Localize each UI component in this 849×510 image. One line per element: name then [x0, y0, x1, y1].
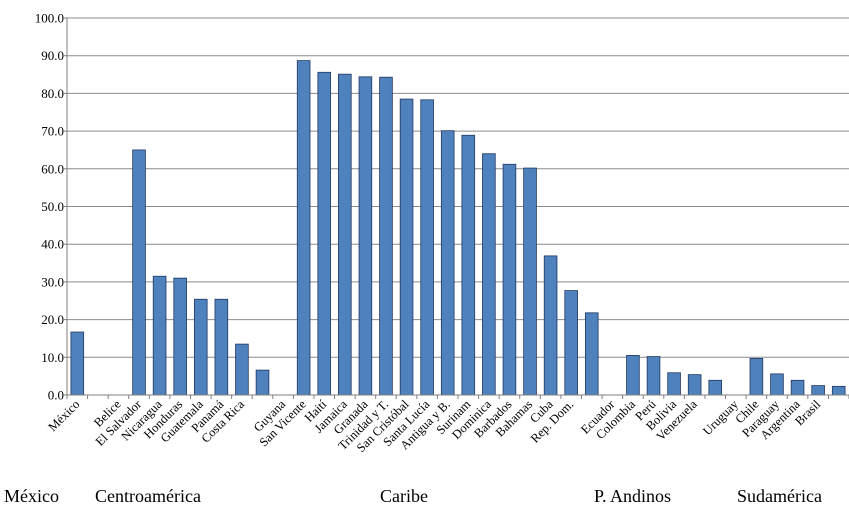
bar [770, 373, 784, 396]
bar [523, 167, 537, 396]
bar [296, 60, 311, 396]
bar [584, 312, 599, 396]
bar [235, 343, 249, 396]
bar [152, 275, 167, 396]
bar [440, 130, 455, 396]
group-label-sudamerica: Sudamérica [737, 486, 822, 506]
bar [317, 71, 332, 396]
bar [626, 355, 640, 396]
bar [399, 98, 414, 396]
bar [358, 76, 373, 396]
y-tick-label: 20.0 [41, 312, 64, 327]
axes [63, 17, 849, 399]
y-tick-label: 40.0 [41, 237, 64, 252]
y-tick-label: 90.0 [41, 48, 64, 63]
bar [420, 99, 434, 396]
bar [687, 374, 702, 396]
bars [70, 60, 846, 396]
group-label-centroamerica: Centroamérica [95, 486, 201, 506]
bar [708, 379, 723, 396]
y-tick-label: 100.0 [35, 11, 64, 26]
bar [831, 385, 846, 396]
bar [790, 379, 805, 396]
bar [193, 298, 208, 396]
y-tick-label: 0.0 [48, 388, 64, 403]
bar [132, 149, 146, 396]
y-axis-tick-labels: 0.0 10.0 20.0 30.0 40.0 50.0 60.0 70.0 80.0 90.0 1… [35, 11, 64, 403]
bar [646, 356, 661, 396]
bar [482, 153, 496, 396]
bar [543, 255, 558, 396]
bar [70, 331, 85, 396]
bar [811, 385, 825, 396]
bar [502, 163, 517, 396]
bar [667, 372, 681, 396]
group-label-p-andinos: P. Andinos [594, 486, 672, 506]
bar [379, 76, 393, 396]
y-tick-label: 50.0 [41, 199, 64, 214]
group-label-caribe: Caribe [380, 486, 428, 506]
group-label-mexico: México [4, 486, 59, 506]
bar [461, 134, 476, 396]
y-tick-label: 10.0 [41, 350, 64, 365]
bar [173, 277, 187, 396]
x-category-label: México [46, 397, 83, 434]
y-tick-label: 70.0 [41, 124, 64, 139]
y-tick-label: 80.0 [41, 86, 64, 101]
bar [214, 298, 229, 396]
bar [255, 369, 270, 396]
y-tick-label: 30.0 [41, 274, 64, 289]
y-tick-label: 60.0 [41, 161, 64, 176]
bar [749, 358, 764, 396]
bar [564, 290, 578, 396]
bar [338, 73, 352, 396]
